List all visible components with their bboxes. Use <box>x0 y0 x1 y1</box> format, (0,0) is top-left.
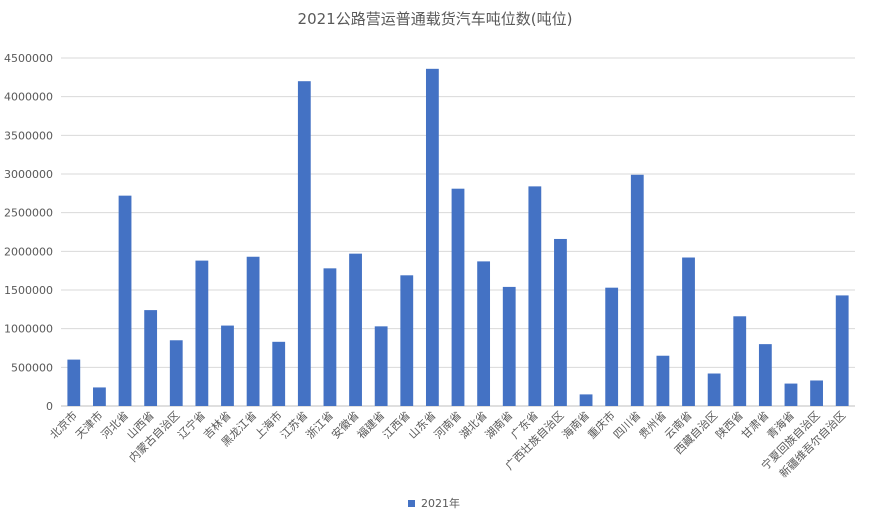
bar <box>169 340 183 406</box>
x-category-label: 四川省 <box>611 409 644 442</box>
x-category-label: 甘肃省 <box>739 409 772 442</box>
y-tick-label: 0 <box>46 400 53 413</box>
y-axis-tick-labels: 0 500000 1000000 1500000 2000000 2500000 30000… <box>4 52 53 413</box>
x-category-label: 福建省 <box>354 408 387 441</box>
bar <box>195 260 209 406</box>
bar <box>374 326 388 406</box>
x-category-label: 河南省 <box>432 409 465 442</box>
bar <box>67 359 81 406</box>
bar <box>297 81 311 406</box>
legend: 2021年 <box>408 496 460 510</box>
bar <box>579 394 593 406</box>
y-tick-label: 4500000 <box>4 52 53 65</box>
x-category-label: 辽宁省 <box>175 408 208 441</box>
bar <box>656 355 670 406</box>
x-category-label: 上海市 <box>252 408 285 441</box>
x-category-label: 重庆市 <box>585 408 618 441</box>
chart-title: 2021公路营运普通载货汽车吨位数(吨位) <box>298 10 573 28</box>
x-category-label: 江西省 <box>380 409 413 442</box>
bar <box>554 238 567 406</box>
y-tick-label: 2500000 <box>4 207 53 220</box>
x-category-label: 河北省 <box>99 409 132 442</box>
x-category-label: 安徽省 <box>328 408 361 441</box>
bar <box>400 275 414 406</box>
bar <box>323 268 337 406</box>
x-axis-category-labels: 北京市天津市河北省山西省内蒙古自治区辽宁省吉林省黑龙江省上海市江苏省浙江省安徽省… <box>47 408 849 480</box>
bar <box>605 287 619 406</box>
bar <box>272 341 286 406</box>
bar <box>528 186 542 406</box>
y-tick-label: 500000 <box>11 361 53 374</box>
bar <box>835 295 849 406</box>
bar <box>477 261 491 406</box>
y-tick-label: 2000000 <box>4 245 53 258</box>
bar <box>246 256 260 406</box>
x-category-label: 湖南省 <box>483 409 516 442</box>
bar <box>451 188 465 406</box>
bar <box>118 195 132 406</box>
y-tick-label: 4000000 <box>4 91 53 104</box>
x-category-label: 山东省 <box>406 409 439 442</box>
bar <box>221 325 234 406</box>
x-category-label: 北京市 <box>47 408 80 441</box>
bar <box>502 286 516 406</box>
bar <box>425 68 439 407</box>
x-category-label: 海南省 <box>559 408 592 441</box>
bar <box>810 380 823 406</box>
x-category-label: 陕西省 <box>713 408 746 441</box>
bar <box>349 253 362 406</box>
legend-swatch <box>408 500 415 507</box>
bar <box>758 344 772 406</box>
bar <box>630 174 644 406</box>
bar <box>707 373 721 406</box>
y-tick-label: 1000000 <box>4 323 53 336</box>
bar <box>784 383 798 406</box>
x-category-label: 江苏省 <box>278 409 311 442</box>
y-tick-label: 3500000 <box>4 129 53 142</box>
x-category-label: 湖北省 <box>457 409 490 442</box>
legend-label: 2021年 <box>421 496 460 510</box>
x-category-label: 贵州省 <box>636 409 669 442</box>
bar <box>144 310 158 406</box>
bar-series <box>67 68 849 407</box>
bar <box>733 316 747 406</box>
bar <box>93 387 106 406</box>
bar <box>682 257 695 406</box>
y-tick-label: 1500000 <box>4 284 53 297</box>
x-category-label: 天津市 <box>72 408 105 441</box>
y-tick-label: 3000000 <box>4 168 53 181</box>
x-category-label: 浙江省 <box>304 409 337 442</box>
